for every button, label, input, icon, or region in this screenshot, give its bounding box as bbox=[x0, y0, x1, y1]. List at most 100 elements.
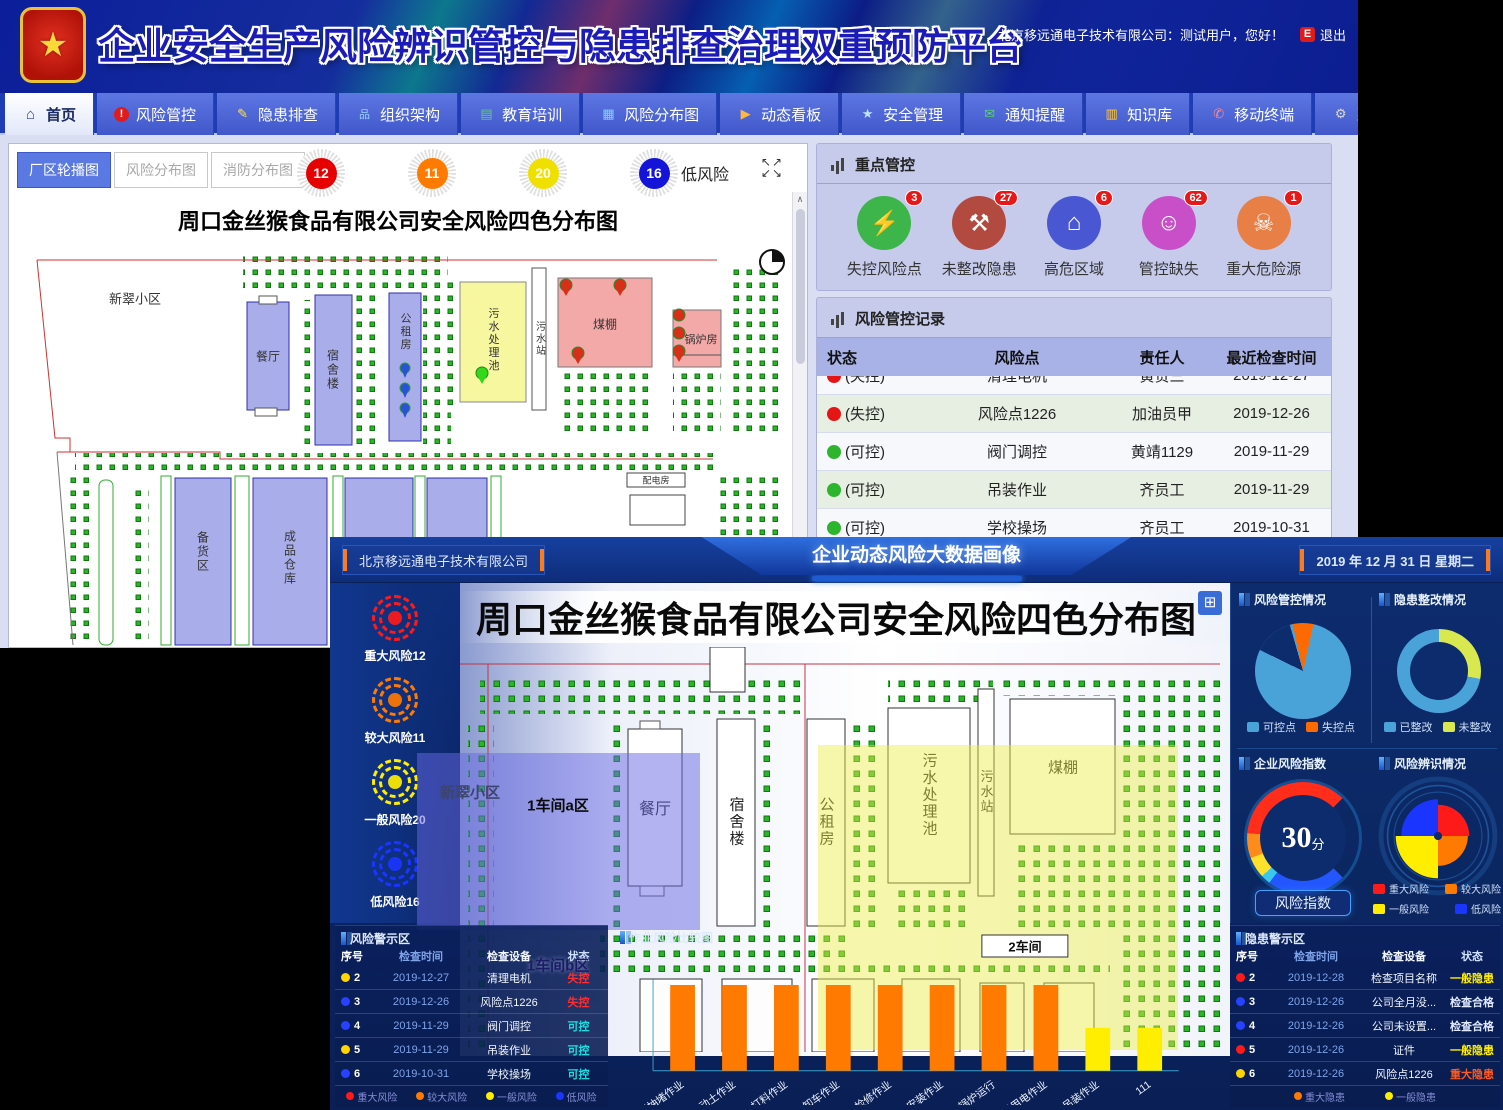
table-row[interactable]: (失控) 风险点1226 加油员甲 2019-12-26 bbox=[817, 395, 1331, 433]
map-view-button[interactable]: 消防分布图 bbox=[211, 152, 305, 188]
table-header: 序号 检查时间 检查设备 状态 bbox=[1236, 951, 1483, 963]
legend: 重大风险 较大风险 一般风险 低风险 bbox=[335, 1086, 608, 1106]
logout-button[interactable]: E 退出 bbox=[1299, 25, 1346, 44]
workshop1-zone-overlay bbox=[417, 753, 700, 930]
table-body: 2 2019-12-27 清理电机 失控 3 2019-12-26 风险点122… bbox=[335, 966, 608, 1086]
map-view-button[interactable]: 厂区轮播图 bbox=[17, 152, 111, 188]
risk-level-indicator[interactable]: 较大风险11 bbox=[365, 677, 425, 749]
table-row[interactable]: (失控) 清理电机 黄贵三 2019-12-27 bbox=[817, 376, 1331, 395]
item-icon: ⌂ bbox=[1066, 209, 1082, 236]
nav-tab[interactable]: ⌂ 首页 bbox=[5, 93, 95, 135]
table-row[interactable]: (可控) 吊装作业 齐员工 2019-11-29 bbox=[817, 471, 1331, 509]
risk-count-badge[interactable]: 12 bbox=[297, 149, 348, 197]
map-label: 备货区 bbox=[195, 531, 210, 573]
nav-tab[interactable]: ★ 安全管理 bbox=[842, 93, 962, 135]
key-control-item[interactable]: ⌂ 6 高危区域 bbox=[1027, 190, 1122, 279]
fullscreen-expand-icon[interactable]: ↖↗ ↙↘ bbox=[760, 155, 783, 180]
job-risk-chart-panel: 作业风险比较图 盲板抽堵作业 动土作业 液体打料作业 卸车作业 设备检修作业 设备安装作业… bbox=[614, 925, 1226, 1110]
nav-tab[interactable]: ✆ 移动终端 bbox=[1193, 93, 1313, 135]
rosette-icon bbox=[372, 759, 418, 805]
level-dot bbox=[341, 1045, 350, 1054]
risk-index-button[interactable]: 风险指数 bbox=[1255, 890, 1351, 916]
nav-tab[interactable]: ▦ 风险分布图 bbox=[583, 93, 718, 135]
nav-tab[interactable]: 品 组织架构 bbox=[339, 93, 459, 135]
svg-text:动土作业: 动土作业 bbox=[697, 1078, 739, 1105]
map-label: 污水站 bbox=[533, 321, 545, 357]
key-control-item[interactable]: ⚡ 3 失控风险点 bbox=[846, 190, 924, 278]
national-emblem-logo: ★ bbox=[20, 7, 86, 83]
nav-tab[interactable]: ▶ 动态看板 bbox=[720, 93, 840, 135]
count-badge: 3 bbox=[905, 190, 924, 206]
table-row[interactable]: (可控) 阀门调控 黄靖1129 2019-11-29 bbox=[817, 433, 1331, 471]
panel-title: 风险管控情况 bbox=[1239, 591, 1326, 608]
scroll-up-arrow[interactable]: ∧ bbox=[796, 194, 804, 204]
map-label: 污水站 bbox=[978, 769, 994, 815]
dashboard-title-wrap: 企业动态风险大数据画像 bbox=[701, 537, 1132, 581]
risk-marker-group bbox=[399, 278, 686, 418]
user-greeting: 北京移远通电子技术有限公司：测试用户，您好！ bbox=[997, 28, 1284, 43]
nav-tab[interactable]: ⚙ 系统设置 bbox=[1315, 93, 1358, 135]
bar-chart-icon bbox=[831, 158, 846, 171]
donut-legend: 已整改 未整改 bbox=[1371, 719, 1503, 735]
table-row: 6 2019-10-31 学校操场 可控 bbox=[335, 1062, 608, 1086]
table-row: 5 2019-12-26 证件 一般隐患 bbox=[1230, 1038, 1500, 1062]
level-dot bbox=[341, 1069, 350, 1078]
level-dot bbox=[1236, 1045, 1245, 1054]
status-dot bbox=[827, 482, 841, 497]
map-view-buttons: 厂区轮播图 风险分布图 消防分布图 bbox=[17, 152, 305, 188]
analytics-column: 风险管控情况 隐患整改情况 可控点 失控点 已整改 未整改 企业风险指数 风险辨识情… bbox=[1230, 583, 1503, 923]
key-control-card: 重点管控 ⚡ 3 失控风险点 ⚒ 27 bbox=[816, 143, 1332, 291]
scrollbar[interactable]: ∧ bbox=[792, 192, 807, 647]
risk-level-indicator[interactable]: 一般风险20 bbox=[364, 759, 426, 831]
nav-tab[interactable]: ▤ 教育培训 bbox=[461, 93, 581, 135]
key-control-item[interactable]: ☠ 1 重大危险源 bbox=[1226, 190, 1303, 278]
app-title: 企业安全生产风险辨识管控与隐患排查治理双重预防平台 bbox=[98, 26, 1023, 67]
nav-tab[interactable]: ✉ 通知提醒 bbox=[964, 93, 1084, 135]
table-body: 2 2019-12-28 检查项目名称 一般隐患 3 2019-12-26 公司… bbox=[1230, 966, 1500, 1086]
risk-index-gauge: 30 分 bbox=[1247, 782, 1359, 894]
table-row: 3 2019-12-26 风险点1226 失控 bbox=[335, 990, 608, 1014]
map-title: 周口金丝猴食品有限公司安全风险四色分布图 bbox=[476, 599, 1197, 640]
level-dot bbox=[1236, 1021, 1245, 1030]
map-label: 配电房 bbox=[642, 475, 670, 486]
count-badge: 27 bbox=[993, 190, 1019, 206]
sunburst-icon: 16 bbox=[630, 149, 678, 197]
risk-count-badge[interactable]: 20 bbox=[519, 149, 570, 197]
key-control-item[interactable]: ⚒ 27 未整改隐患 bbox=[941, 190, 1019, 278]
key-control-item[interactable]: ☺ 62 管控缺失 bbox=[1121, 190, 1216, 279]
status-dot bbox=[827, 376, 841, 383]
sunburst-icon: 20 bbox=[519, 149, 567, 197]
item-icon: ⚒ bbox=[968, 209, 990, 237]
level-dot bbox=[1236, 997, 1245, 1006]
fullscreen-icon[interactable]: ⊞ bbox=[1198, 591, 1222, 615]
status-dot bbox=[827, 406, 841, 421]
sunburst-icon: 12 bbox=[297, 149, 345, 197]
nav-tab[interactable]: ! 风险管控 bbox=[97, 93, 215, 135]
risk-count-badge[interactable]: 11 bbox=[408, 149, 459, 197]
risk-identify-rose bbox=[1378, 776, 1498, 896]
svg-text:111: 111 bbox=[1134, 1079, 1153, 1097]
svg-text:临时用电作业: 临时用电作业 bbox=[991, 1078, 1049, 1105]
zone-label: 1车间b区 bbox=[526, 957, 590, 975]
panel-title: 风险警示区 bbox=[335, 926, 608, 946]
status-dot bbox=[827, 444, 841, 459]
risk-level-indicator[interactable]: 重大风险12 bbox=[364, 595, 426, 667]
tab-icon: ✆ bbox=[1213, 106, 1225, 121]
table-header: 状态 风险点 责任人 最近检查时间 bbox=[817, 338, 1331, 376]
tab-icon: ★ bbox=[861, 106, 874, 121]
level-dot bbox=[341, 997, 350, 1006]
nav-tab[interactable]: ▥ 知识库 bbox=[1086, 93, 1191, 135]
date-box: 2019 年 12 月 31 日 星期二 bbox=[1299, 545, 1491, 575]
level-dot bbox=[341, 973, 350, 982]
nav-tab[interactable]: ✎ 隐患排查 bbox=[217, 93, 337, 135]
table-row: 4 2019-12-26 公司未设置... 检查合格 bbox=[1230, 1014, 1500, 1038]
risk-level-indicator[interactable]: 低风险16 bbox=[370, 841, 420, 913]
card-header: 重点管控 bbox=[817, 144, 1331, 184]
svg-text:液体打料作业: 液体打料作业 bbox=[732, 1078, 790, 1105]
key-control-items: ⚡ 3 失控风险点 ⚒ 27 未整改隐患 ⌂ 6 bbox=[817, 184, 1331, 279]
map-view-button[interactable]: 风险分布图 bbox=[114, 152, 208, 188]
scrollbar-thumb[interactable] bbox=[795, 209, 805, 364]
dashboard-map[interactable]: 周口金丝猴食品有限公司安全风险四色分布图 bbox=[460, 583, 1230, 1056]
risk-count-badge[interactable]: 16 低风险 bbox=[630, 149, 729, 197]
